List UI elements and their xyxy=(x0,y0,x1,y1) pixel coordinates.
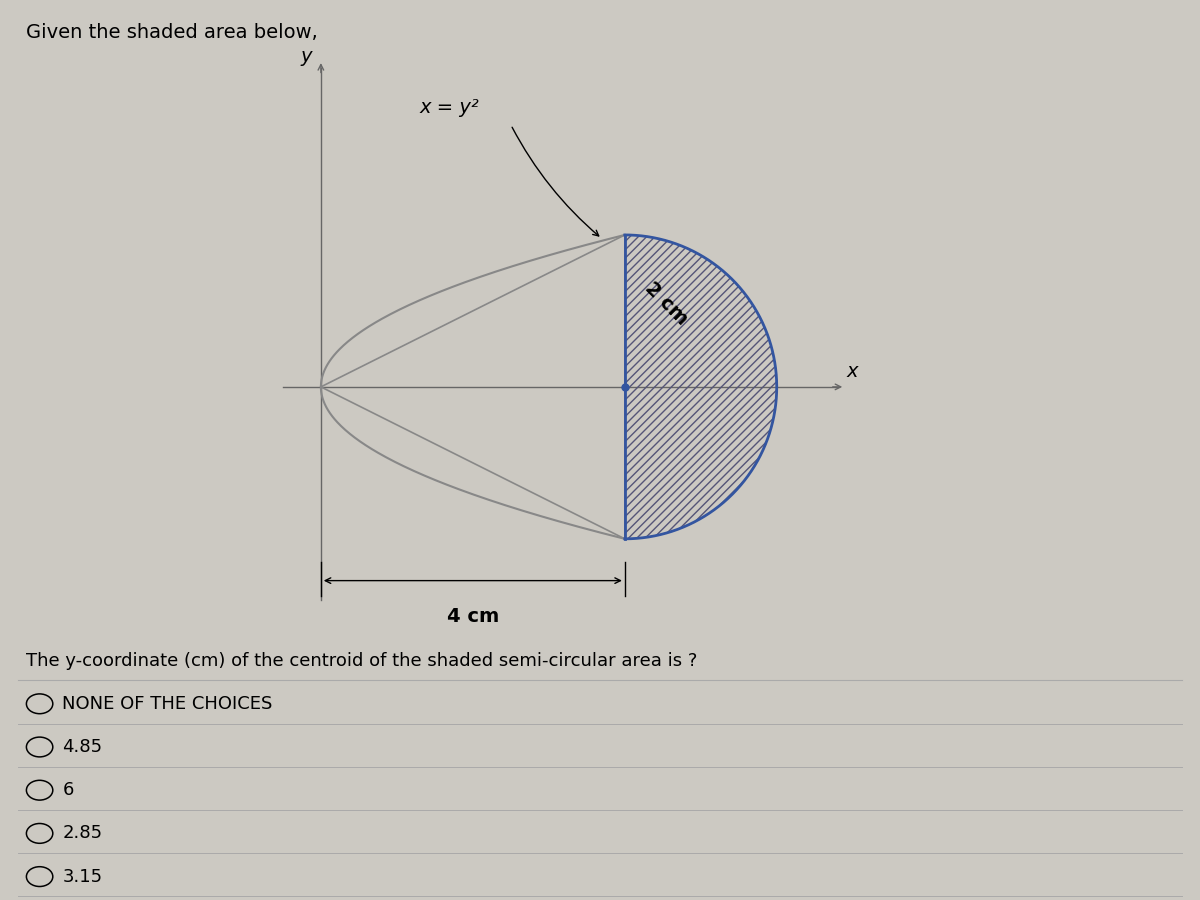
Text: The y-coordinate (cm) of the centroid of the shaded semi-circular area is ?: The y-coordinate (cm) of the centroid of… xyxy=(26,652,697,670)
Text: 2 cm: 2 cm xyxy=(641,278,691,328)
Text: 4 cm: 4 cm xyxy=(446,608,499,626)
Text: Given the shaded area below,: Given the shaded area below, xyxy=(26,22,318,41)
Text: x = y²: x = y² xyxy=(420,98,479,117)
Text: 2.85: 2.85 xyxy=(62,824,102,842)
Text: y: y xyxy=(300,47,312,66)
Text: 4.85: 4.85 xyxy=(62,738,102,756)
Text: NONE OF THE CHOICES: NONE OF THE CHOICES xyxy=(62,695,272,713)
Text: x: x xyxy=(847,362,858,381)
Text: 3.15: 3.15 xyxy=(62,868,102,886)
Text: 6: 6 xyxy=(62,781,73,799)
